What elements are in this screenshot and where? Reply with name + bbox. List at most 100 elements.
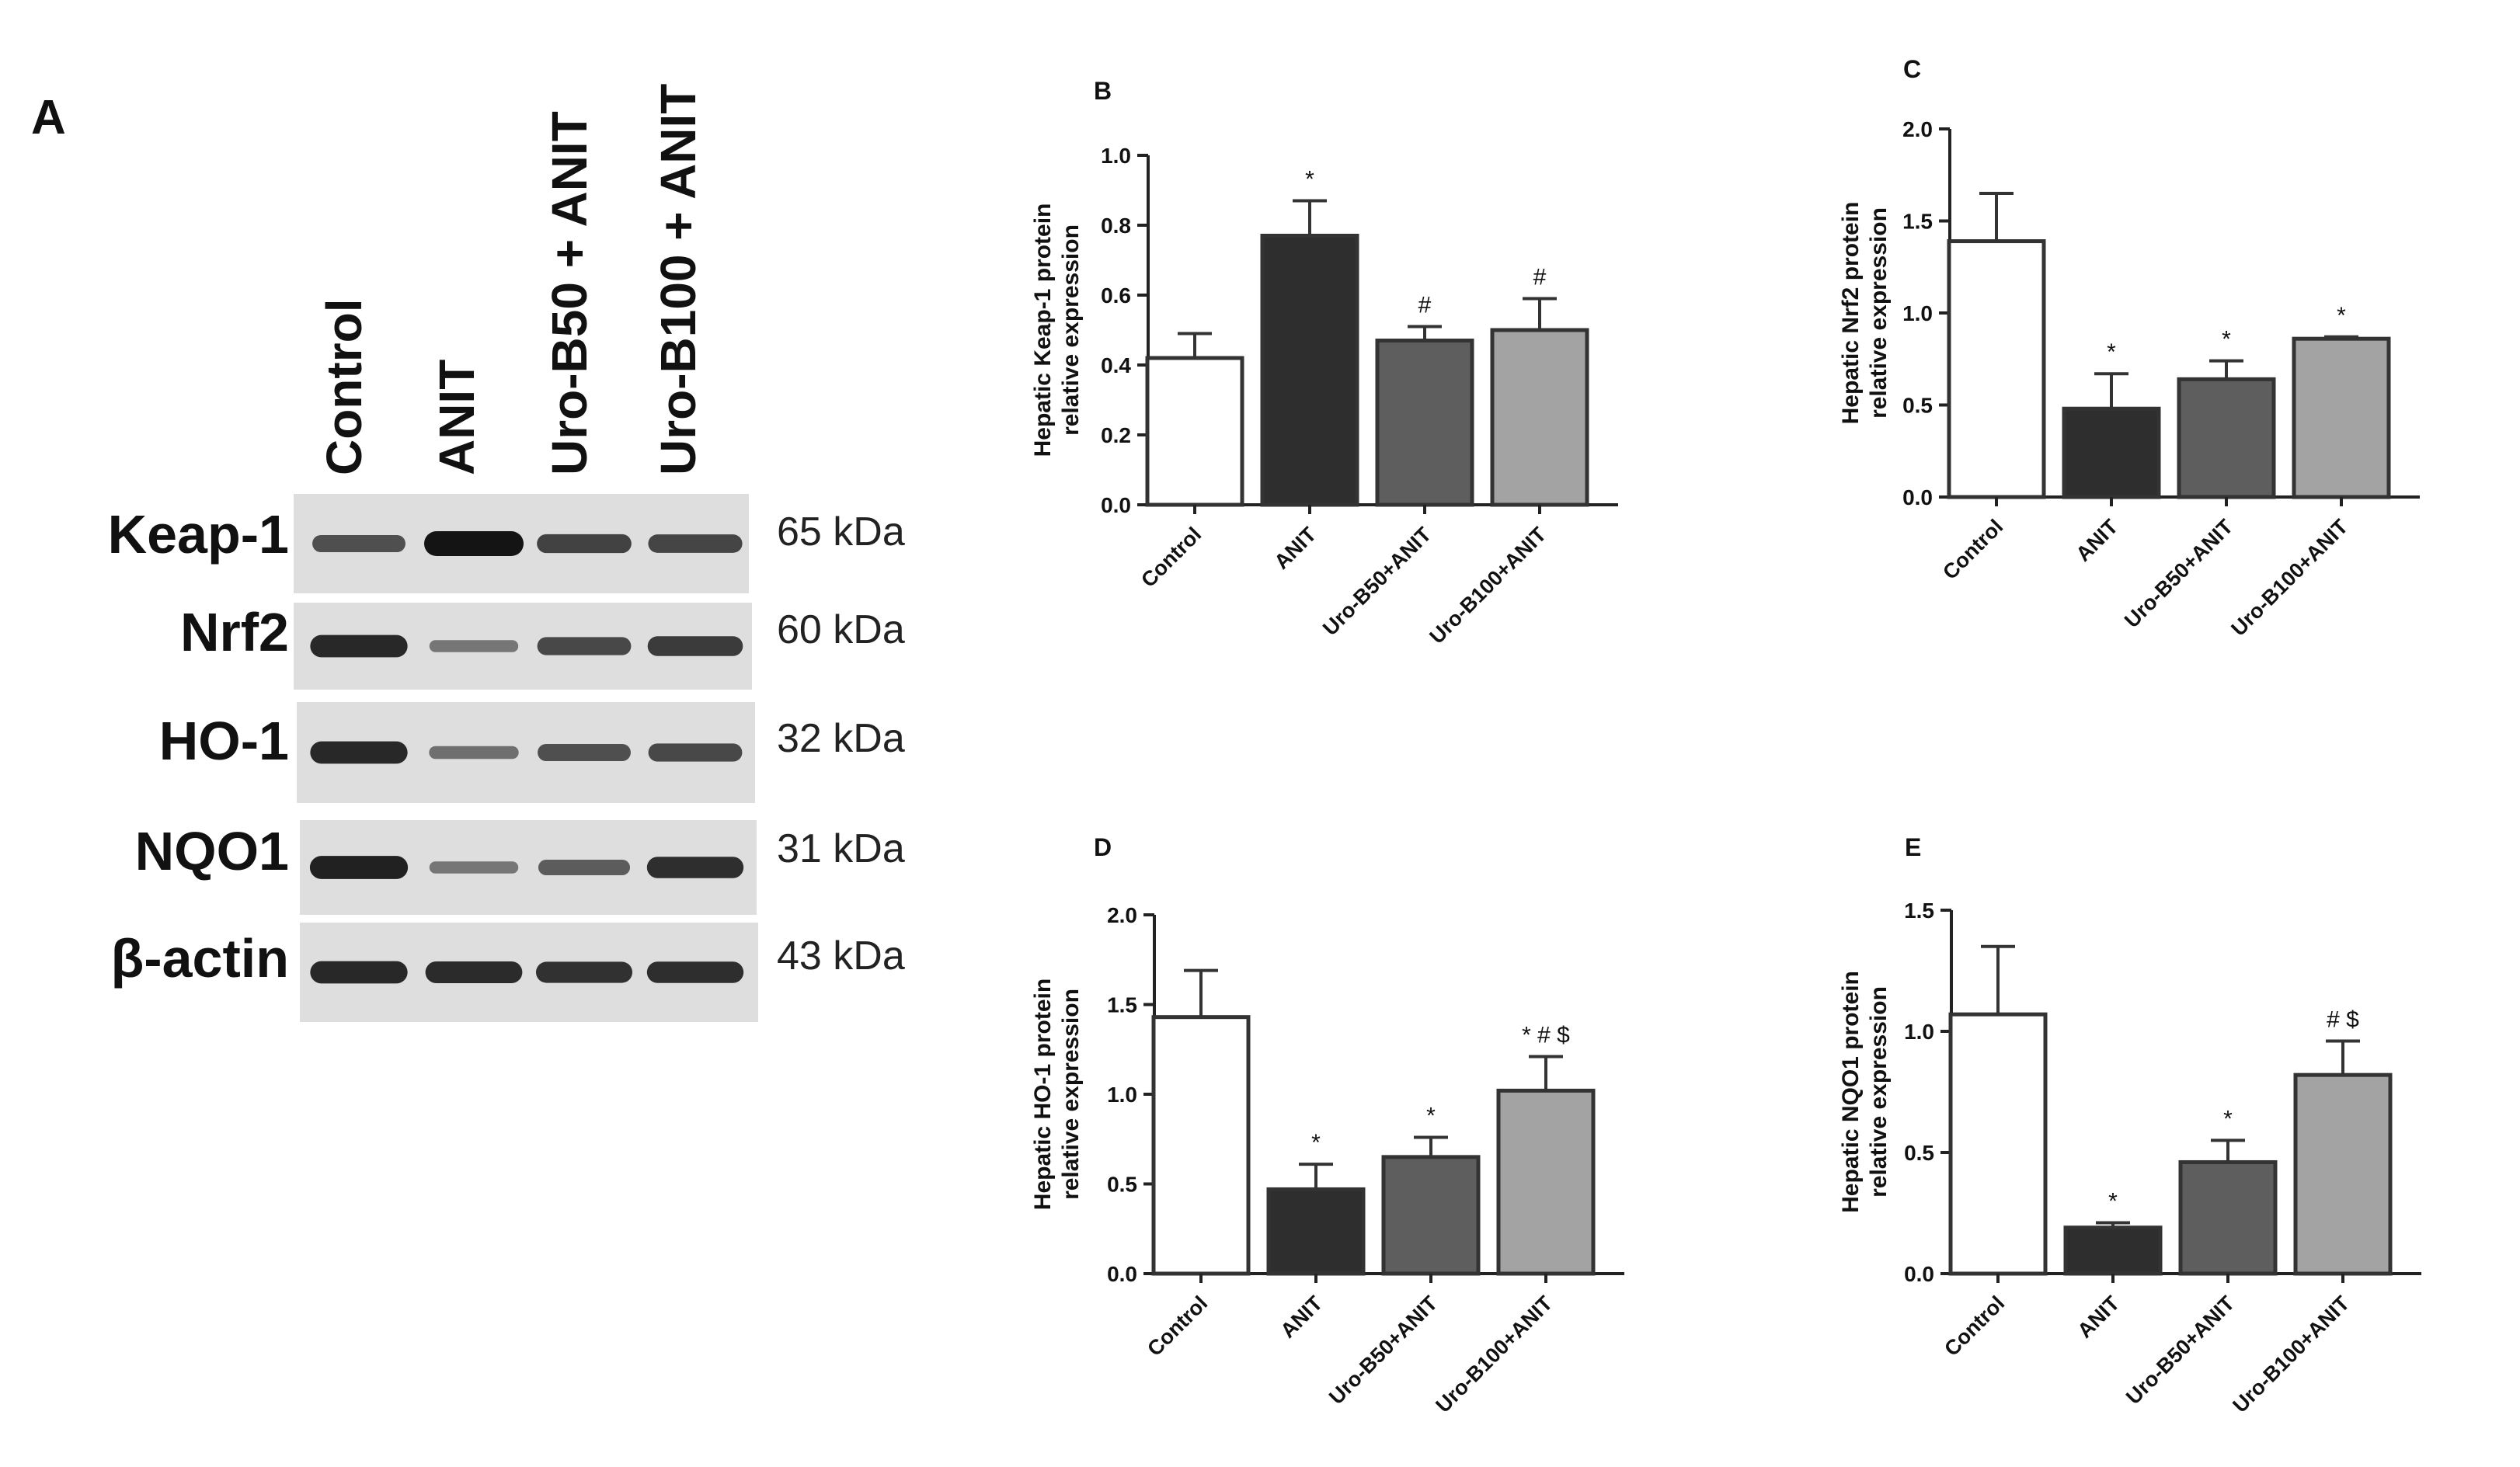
bar-uro-b50-anit [1381, 1155, 1481, 1276]
molecular-weight-label: 43 kDa [777, 933, 905, 979]
y-tick-label: 1.0 [1107, 1083, 1137, 1107]
y-axis-label: relative expression [1058, 989, 1084, 1200]
y-tick-label: 0.5 [1904, 1141, 1934, 1165]
y-axis-label: relative expression [1866, 986, 1892, 1198]
y-tick-label: 2.0 [1107, 903, 1137, 927]
blot-row-nqo1: NQO1 31 kDa [135, 820, 905, 915]
panel-letter: C [1903, 55, 1921, 83]
significance-marker: * [2107, 339, 2116, 365]
blot-band [429, 640, 519, 652]
blot-band [647, 636, 743, 656]
x-tick-label: Control [1938, 515, 2007, 584]
blot-band [425, 961, 523, 984]
x-tick-label: Control [1940, 1291, 2009, 1361]
protein-label: HO-1 [159, 711, 289, 771]
significance-marker: * [1426, 1103, 1436, 1128]
bar-control [1947, 239, 2046, 499]
x-tick-label: Uro-B50+ANIT [2120, 515, 2238, 633]
x-tick-label: ANIT [1276, 1291, 1327, 1343]
protein-label: NQO1 [135, 821, 289, 881]
blot-row-ho-1: HO-1 32 kDa [159, 702, 905, 803]
blot-band [646, 961, 744, 983]
y-tick-label: 0.0 [1101, 493, 1131, 517]
chart-panel-d: D 0.0 0.5 1.0 1.5 2.0 Hepatic HO-1 protein rela… [1030, 833, 1624, 1417]
bar-control [1145, 356, 1244, 507]
x-tick-label: Uro-B100+ANIT [2228, 1291, 2354, 1417]
y-tick-label: 1.0 [1902, 301, 1933, 325]
bar-anit [1266, 1187, 1366, 1276]
significance-marker: * [1311, 1130, 1321, 1156]
lane-label-uro-b100-anit: Uro-B100 + ANIT [650, 84, 706, 475]
bar-anit [1260, 234, 1359, 507]
x-tick-label: Control [1136, 523, 1206, 592]
panel-letter: B [1094, 77, 1112, 105]
significance-marker: # [1533, 265, 1547, 290]
y-tick-label: 0.4 [1101, 353, 1131, 377]
x-tick-label: Uro-B50+ANIT [1318, 523, 1436, 641]
x-tick-label: Uro-B50+ANIT [1324, 1291, 1443, 1410]
y-tick-label: 2.0 [1902, 117, 1933, 141]
panel-letter: E [1905, 833, 1921, 861]
bar-anit [2062, 406, 2161, 499]
blot-band [646, 857, 744, 878]
lane-label-control: Control [316, 299, 372, 476]
blot-band [538, 743, 631, 762]
chart-panel-b: B 0.0 0.2 0.4 0.6 0.8 1.0 Hepatic Keap-1 protei… [1030, 77, 1618, 648]
y-axis-label: Hepatic HO-1 protein [1030, 979, 1056, 1210]
blot-band [310, 961, 408, 984]
blot-band [648, 743, 743, 762]
bar-uro-b100-anit [2292, 336, 2391, 499]
y-axis-label: relative expression [1058, 224, 1084, 436]
y-axis-label: relative expression [1866, 207, 1892, 419]
x-tick-label: Uro-B50+ANIT [2121, 1291, 2240, 1410]
blot-band [310, 741, 408, 764]
y-tick-label: 0.6 [1101, 283, 1131, 308]
chart-panel-c: C 0.0 0.5 1.0 1.5 2.0 Hepatic Nrf2 protein rela… [1838, 55, 2420, 641]
bar-control [1151, 1015, 1251, 1276]
bar-uro-b50-anit [2177, 377, 2276, 499]
blot-band [537, 534, 632, 554]
y-tick-label: 1.0 [1904, 1020, 1934, 1044]
bar-uro-b50-anit [1375, 339, 1474, 507]
y-axis-label: Hepatic NQO1 protein [1838, 971, 1864, 1213]
significance-marker: * [2222, 327, 2231, 353]
protein-label: Keap-1 [108, 504, 289, 565]
y-axis-label: Hepatic Keap-1 protein [1030, 203, 1056, 457]
significance-marker: # [1418, 293, 1432, 318]
molecular-weight-label: 65 kDa [777, 509, 905, 554]
blot-band [538, 860, 631, 875]
blot-row-nrf2: Nrf2 60 kDa [180, 602, 905, 690]
blot-band [537, 637, 632, 655]
y-tick-label: 1.5 [1904, 899, 1934, 923]
bar-uro-b50-anit [2178, 1159, 2278, 1276]
bar-control [1948, 1012, 2048, 1276]
blot-row-keap-1: Keap-1 65 kDa [108, 494, 905, 593]
western-blot-panel: A Control ANIT Uro-B50 + ANIT Uro-B100 + AN… [31, 84, 905, 1022]
y-tick-label: 0.0 [1904, 1262, 1934, 1286]
blot-band [310, 634, 408, 658]
panel-letter: D [1094, 833, 1112, 861]
y-tick-label: 0.0 [1107, 1262, 1137, 1286]
blot-band [429, 861, 519, 874]
y-tick-label: 1.0 [1101, 144, 1131, 168]
y-tick-label: 0.2 [1101, 423, 1131, 447]
significance-marker: * [1305, 167, 1314, 193]
x-tick-label: Uro-B100+ANIT [1425, 523, 1551, 648]
lane-label-anit: ANIT [429, 360, 485, 475]
x-tick-label: ANIT [2073, 1291, 2124, 1343]
y-tick-label: 0.0 [1902, 485, 1933, 509]
blot-band [309, 856, 409, 879]
molecular-weight-label: 60 kDa [777, 607, 905, 652]
x-tick-label: ANIT [1269, 523, 1321, 574]
blot-rows: Keap-1 65 kDa Nrf2 60 kDa HO-1 32 kDa NQO1 31 k… [108, 494, 905, 1022]
chart-panel-e: E 0.0 0.5 1.0 1.5 Hepatic NQO1 protein relativ… [1838, 833, 2421, 1417]
protein-label: Nrf2 [180, 602, 289, 662]
blot-band [312, 534, 405, 553]
y-tick-label: 1.5 [1902, 210, 1933, 234]
bar-uro-b100-anit [1496, 1088, 1596, 1276]
y-tick-label: 0.8 [1101, 214, 1131, 238]
blot-band [535, 961, 633, 983]
y-tick-label: 0.5 [1107, 1173, 1137, 1197]
